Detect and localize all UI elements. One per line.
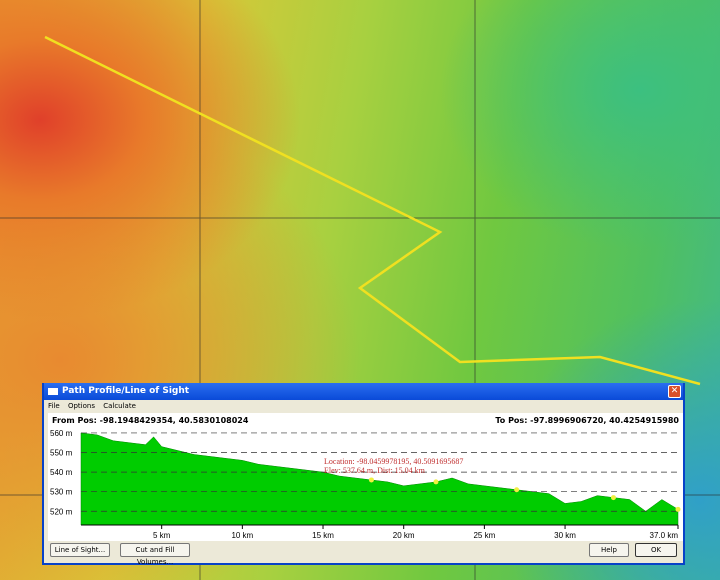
profile-area [80, 432, 679, 526]
cursor-location: Location: -98.0459978195, 40.5091695687 [324, 457, 464, 466]
from-pos: From Pos: -98.1948429354, 40.5830108024 [52, 416, 249, 425]
x-tick-label: 30 km [554, 531, 576, 540]
window-title: Path Profile/Line of Sight [62, 386, 190, 396]
x-tick-label: 25 km [473, 531, 495, 540]
help-button[interactable]: Help [589, 543, 629, 557]
cursor-elevation: Elev: 537.64 m, Dist: 15.04 km [324, 466, 425, 475]
path-vertex-marker [433, 479, 439, 485]
x-tick-label: 15 km [312, 531, 334, 540]
path-profile-dialog: Path Profile/Line of Sight ✕ File Option… [42, 383, 685, 566]
y-tick-label: 530 m [50, 488, 73, 497]
y-tick-label: 560 m [50, 429, 73, 438]
path-vertex-marker [675, 506, 681, 512]
path-line [44, 35, 701, 386]
profile-plot[interactable]: From Pos: -98.1948429354, 40.5830108024 … [48, 413, 683, 541]
menu-options[interactable]: Options [67, 402, 95, 410]
ok-button[interactable]: OK [635, 543, 677, 557]
menu-bar: File Options Calculate [44, 400, 683, 412]
cut-and-fill-button[interactable]: Cut and Fill Volumes... [120, 543, 190, 566]
menu-file[interactable]: File [48, 402, 60, 410]
y-tick-label: 520 m [50, 507, 73, 516]
x-tick-label: 37.0 km [650, 531, 679, 540]
x-tick-label: 5 km [153, 531, 171, 540]
x-tick-label: 20 km [393, 531, 415, 540]
x-tick-label: 10 km [231, 531, 253, 540]
window-icon [48, 388, 58, 395]
y-tick-label: 550 m [50, 449, 73, 458]
close-icon[interactable]: ✕ [668, 385, 681, 398]
y-tick-label: 540 m [50, 468, 73, 477]
path-vertex-marker [610, 495, 616, 501]
path-vertex-marker [368, 477, 374, 483]
path-vertex-marker [514, 487, 520, 493]
line-of-sight-button[interactable]: Line of Sight... [50, 543, 110, 557]
title-bar[interactable]: Path Profile/Line of Sight ✕ [44, 383, 683, 400]
to-pos: To Pos: -97.8996906720, 40.4254915980 [495, 416, 679, 425]
menu-calculate[interactable]: Calculate [103, 402, 136, 410]
